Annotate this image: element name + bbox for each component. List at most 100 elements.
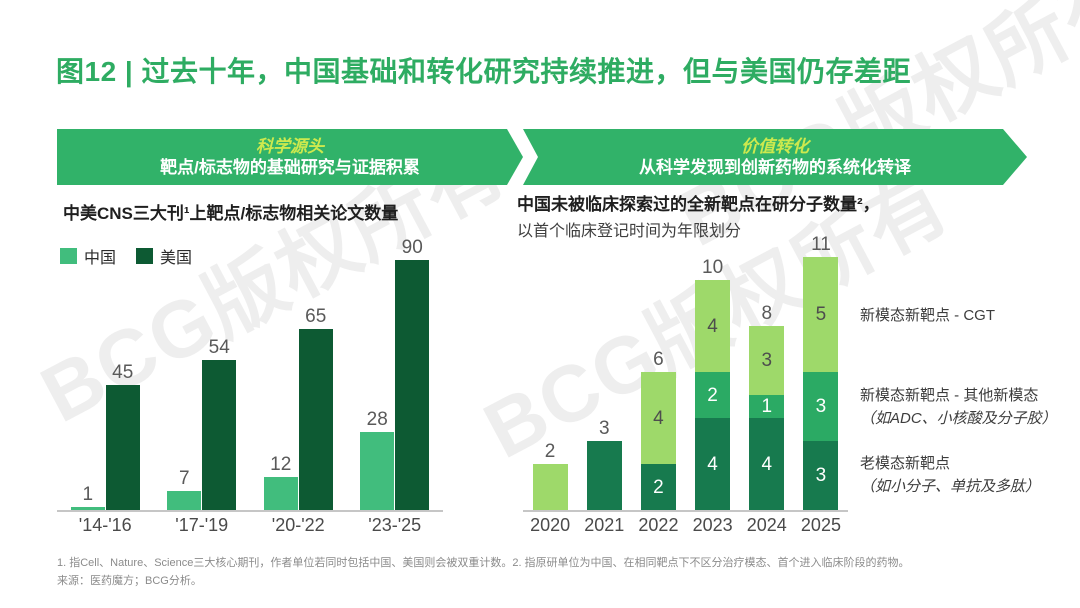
bar-rect <box>202 360 237 510</box>
page-title: 图12 | 过去十年，中国基础和转化研究持续推进，但与美国仍存差距 <box>56 56 912 87</box>
right-x-axis <box>523 510 848 512</box>
stacked-bar-slot: 11 5 3 3 <box>794 234 848 510</box>
us-swatch <box>136 248 154 264</box>
legend-label-us: 美国 <box>160 250 193 267</box>
legend-item-us: 美国 <box>136 244 192 268</box>
bar-segment: 3 <box>803 441 839 510</box>
series-label-other-new-modality: 新模态新靶点 - 其他新模态 （如ADC、小核酸及分子胶） <box>860 384 1075 430</box>
x-axis-label: '20-'22 <box>271 515 325 535</box>
right-x-axis-labels: 2020 2021 2022 2023 2024 2025 <box>523 515 848 536</box>
stacked-bar-slot: 10 4 2 4 <box>686 257 740 510</box>
bar-rect <box>70 507 105 510</box>
bar: 12 <box>263 454 298 510</box>
stacked-bar-slot: 3 <box>577 418 631 510</box>
bar-value-label: 45 <box>112 362 134 383</box>
x-axis-label: 2022 <box>638 515 679 535</box>
left-x-axis-labels: '14-'16 '17-'19 '20-'22 '23-'25 <box>57 515 443 536</box>
stacked-bar-slot: 2 <box>523 441 577 510</box>
series-label-subline: （如ADC、小核酸及分子胶） <box>860 410 1057 427</box>
bar-value-label: 65 <box>305 306 327 327</box>
x-axis-label: '14-'16 <box>78 515 132 535</box>
series-label-line: 新模态新靶点 - CGT <box>860 307 995 324</box>
bar-value-label: 7 <box>178 468 190 489</box>
banner-value-translation: 价值转化 从科学发现到创新药物的系统化转译 <box>523 129 1027 185</box>
legend-label-china: 中国 <box>84 250 117 267</box>
banner-heading: 科学源头 <box>256 136 324 156</box>
legend-item-china: 中国 <box>60 244 116 268</box>
bar-segment: 3 <box>749 326 785 395</box>
bar: 45 <box>105 362 140 510</box>
bar: 28 <box>360 409 395 510</box>
bar-segment: 2 <box>640 464 676 510</box>
stack-total-label: 8 <box>761 303 773 324</box>
bar-rect <box>360 432 395 510</box>
series-label-line: 老模态新靶点 <box>860 455 951 472</box>
china-swatch <box>60 248 77 264</box>
x-axis-label: '23-'25 <box>368 515 422 535</box>
stack-total-label: 10 <box>702 257 724 278</box>
bar: 90 <box>395 237 430 510</box>
banner-subheading: 靶点/标志物的基础研究与证据积累 <box>160 157 420 177</box>
right-chart-subtitle: 以首个临床登记时间为年限划分 <box>517 223 742 240</box>
left-chart-title: 中美CNS三大刊¹上靶点/标志物相关论文数量 <box>63 204 399 223</box>
left-grouped-bar-chart: 1 45 7 54 12 65 28 90 <box>57 232 443 510</box>
bar-value-label: 90 <box>401 237 423 258</box>
x-axis-label: 2020 <box>530 515 571 535</box>
x-axis-label: 2021 <box>584 515 625 535</box>
series-label-cgt: 新模态新靶点 - CGT <box>860 304 1075 327</box>
stacked-bar: 2 <box>532 441 568 510</box>
banner-science-source: 科学源头 靶点/标志物的基础研究与证据积累 <box>57 129 523 185</box>
banner-subheading: 从科学发现到创新药物的系统化转译 <box>639 157 911 177</box>
stack-total-label: 2 <box>544 441 556 462</box>
bar-group: 12 65 <box>250 306 347 510</box>
left-x-axis <box>57 510 443 512</box>
bar-segment: 4 <box>640 372 676 464</box>
bar-segment <box>532 464 568 510</box>
right-stacked-bar-chart: 2 3 6 4 2 10 4 2 4 8 3 1 4 11 5 3 3 <box>523 232 848 510</box>
bar: 65 <box>298 306 333 510</box>
stacked-bar: 3 <box>586 418 622 510</box>
bar-value-label: 12 <box>270 454 292 475</box>
bar-segment <box>586 441 622 510</box>
bar-value-label: 54 <box>208 337 230 358</box>
bar-segment: 3 <box>803 372 839 441</box>
bar-group: 28 90 <box>347 237 444 510</box>
bar: 1 <box>70 484 105 510</box>
right-chart-title: 中国未被临床探索过的全新靶点在研分子数量²， <box>517 195 880 214</box>
x-axis-label: 2024 <box>746 515 787 535</box>
bar: 54 <box>202 337 237 510</box>
bar-rect <box>395 260 430 510</box>
bar-segment: 1 <box>749 395 785 418</box>
bar-segment: 4 <box>695 418 731 510</box>
series-label-line: 新模态新靶点 - 其他新模态 <box>860 387 1039 404</box>
x-axis-label: 2025 <box>800 515 841 535</box>
bar-rect <box>167 491 202 510</box>
bar-group: 1 45 <box>57 362 154 510</box>
series-label-old-modality: 老模态新靶点 （如小分子、单抗及多肽） <box>860 452 1075 498</box>
bar-value-label: 1 <box>82 484 94 505</box>
banner-heading: 价值转化 <box>741 136 809 156</box>
bar-rect <box>105 385 140 510</box>
stack-total-label: 11 <box>811 234 831 255</box>
x-axis-label: 2023 <box>692 515 733 535</box>
stack-total-label: 6 <box>653 349 664 370</box>
source-line: 来源：医药魔方；BCG分析。 <box>57 575 202 587</box>
bar-segment: 5 <box>803 257 839 372</box>
series-label-subline: （如小分子、单抗及多肽） <box>860 478 1041 495</box>
left-chart-legend: 中国 美国 <box>60 244 192 268</box>
stacked-bar: 11 5 3 3 <box>803 234 839 510</box>
bar-segment: 4 <box>749 418 785 510</box>
x-axis-label: '17-'19 <box>175 515 229 535</box>
bar: 7 <box>167 468 202 510</box>
stacked-bar: 10 4 2 4 <box>695 257 731 510</box>
bar-rect <box>263 477 298 510</box>
stack-total-label: 3 <box>598 418 610 439</box>
bar-segment: 4 <box>695 280 731 372</box>
bar-segment: 2 <box>695 372 731 418</box>
bar-value-label: 28 <box>366 409 388 430</box>
